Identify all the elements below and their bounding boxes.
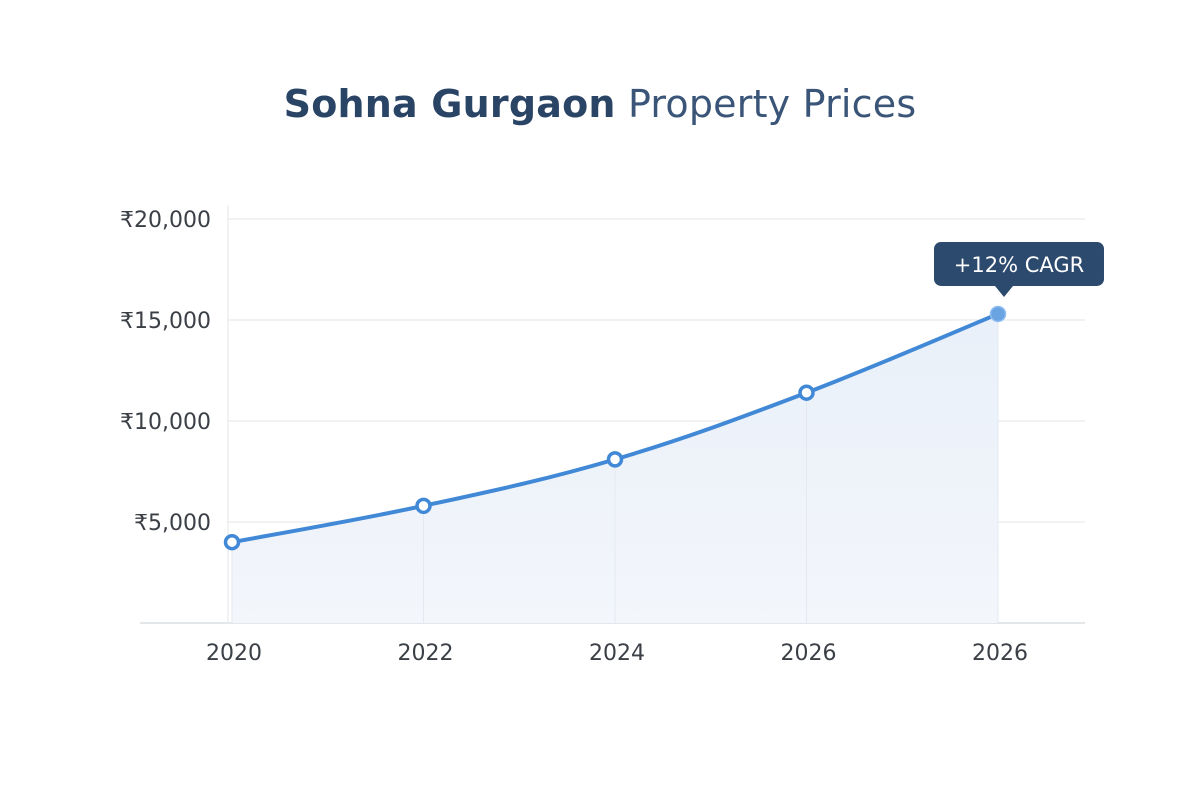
data-points	[223, 305, 1007, 551]
data-point-3	[798, 384, 815, 401]
y-tick-label-0: ₹5,000	[134, 511, 211, 536]
x-tick-label-4: 2026	[972, 641, 1028, 666]
x-tick-label-1: 2022	[398, 641, 454, 666]
x-tick-label-2: 2024	[589, 641, 645, 666]
x-tick-label-3: 2026	[781, 641, 837, 666]
chart-title: Sohna Gurgaon Property Prices	[0, 78, 1200, 130]
x-tick-label-0: 2020	[206, 641, 262, 666]
y-tick-label-1: ₹10,000	[120, 410, 211, 435]
area-fill	[231, 313, 999, 623]
data-point-1	[415, 497, 432, 515]
callout-pointer	[995, 285, 1013, 297]
y-tick-label-3: ₹20,000	[120, 208, 211, 233]
y-tick-labels: ₹5,000 ₹10,000 ₹15,000 ₹20,000	[120, 208, 211, 536]
chart-title-part-1: Sohna Gurgaon	[283, 82, 616, 126]
data-point-0	[223, 533, 241, 551]
callout-box	[934, 241, 1104, 286]
chart-title-part-2: Property Prices	[627, 82, 917, 126]
data-point-4	[989, 305, 1007, 323]
y-tick-label-2: ₹15,000	[120, 309, 211, 334]
cagr-callout: +12% CAGR	[934, 241, 1104, 297]
callout-text: +12% CAGR	[954, 253, 1084, 277]
data-point-2	[606, 451, 624, 468]
x-tick-labels: 2020 2022 2024 2026 2026	[206, 641, 1028, 666]
